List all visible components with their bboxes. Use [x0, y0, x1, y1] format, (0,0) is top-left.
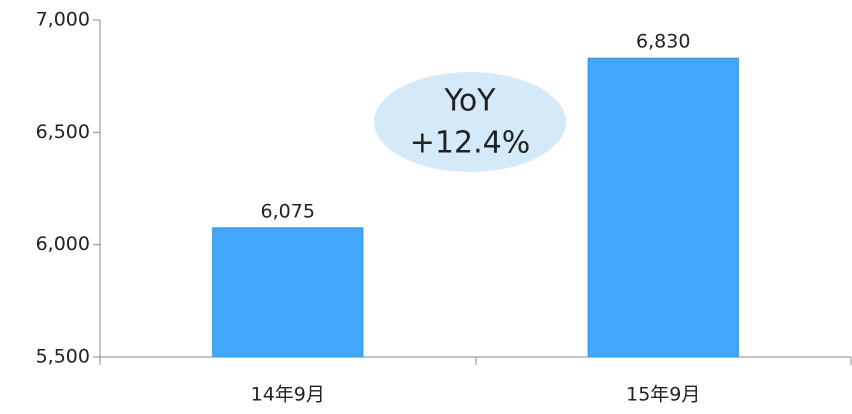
y-tick-label: 6,500 [36, 121, 90, 143]
y-tick-label: 6,000 [36, 233, 90, 255]
bar [212, 227, 364, 358]
y-tick-label: 7,000 [36, 9, 90, 31]
value-label: 6,075 [261, 200, 315, 222]
annotation-line: YoY [443, 84, 496, 119]
annotation-line: +12.4% [410, 126, 530, 161]
bar [587, 57, 739, 358]
y-tick-label: 5,500 [36, 346, 90, 368]
x-tick-label: 15年9月 [626, 384, 700, 406]
x-tick-label: 14年9月 [251, 384, 325, 406]
annotation-bubble [374, 72, 566, 172]
value-label: 6,830 [636, 31, 690, 53]
